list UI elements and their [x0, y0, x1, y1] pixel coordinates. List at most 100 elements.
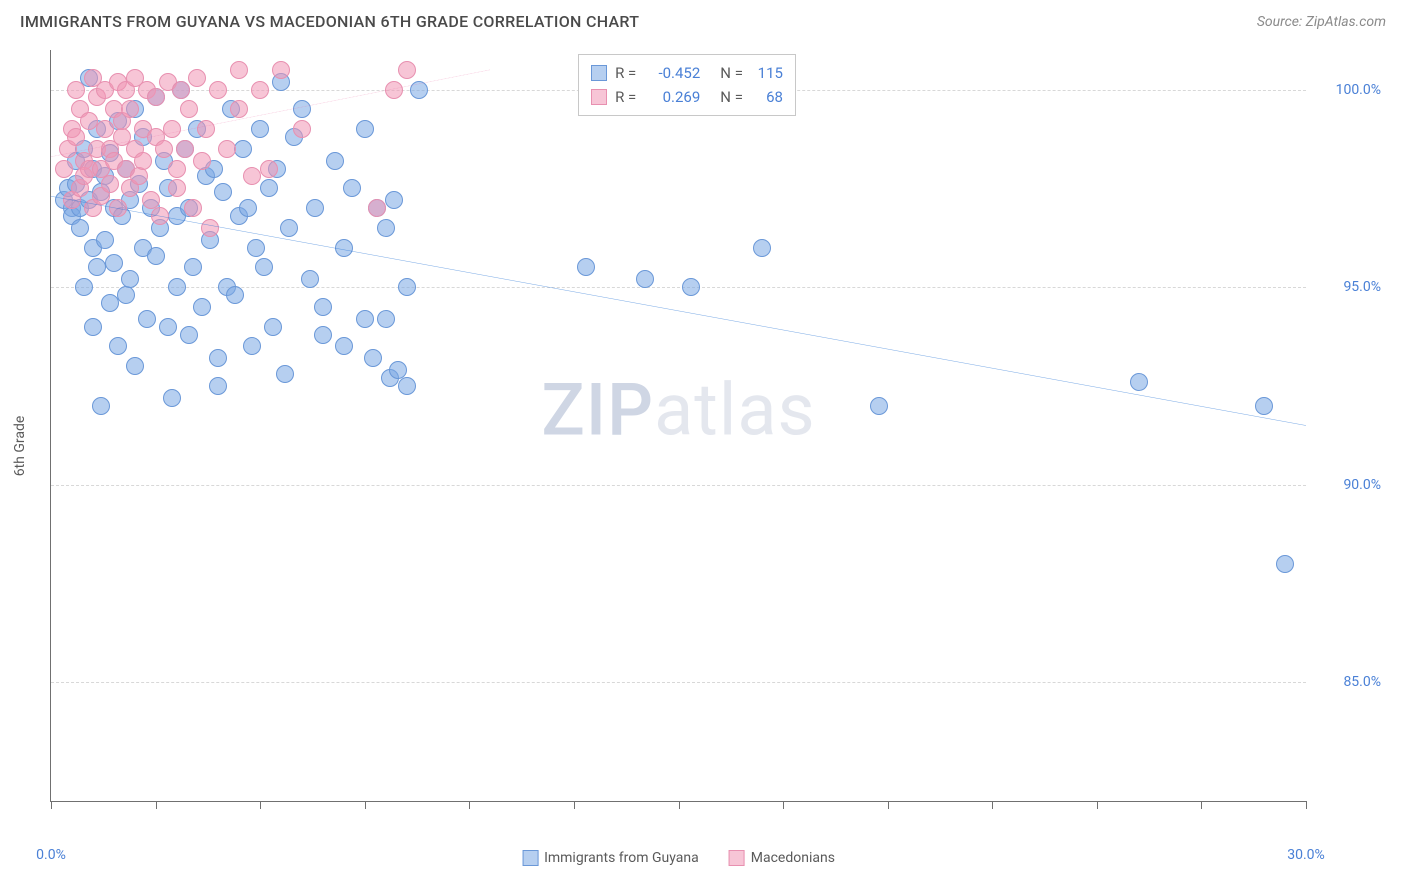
data-point [251, 81, 269, 99]
chart-header: IMMIGRANTS FROM GUYANA VS MACEDONIAN 6TH… [0, 0, 1406, 39]
data-point [151, 207, 169, 225]
chart-source: Source: ZipAtlas.com [1257, 14, 1386, 30]
data-point [197, 120, 215, 138]
x-tick [783, 801, 784, 809]
x-tick [679, 801, 680, 809]
data-point [172, 81, 190, 99]
data-point [577, 258, 595, 276]
data-point [193, 152, 211, 170]
data-point [870, 397, 888, 415]
x-tick [888, 801, 889, 809]
data-point [243, 167, 261, 185]
data-point [168, 278, 186, 296]
data-point [335, 337, 353, 355]
data-point [117, 286, 135, 304]
data-point [343, 179, 361, 197]
data-point [398, 377, 416, 395]
data-point [147, 88, 165, 106]
data-point [184, 199, 202, 217]
data-point [753, 239, 771, 257]
data-point [234, 140, 252, 158]
data-point [209, 81, 227, 99]
data-point [163, 120, 181, 138]
data-point [84, 318, 102, 336]
data-point [280, 219, 298, 237]
data-point [163, 389, 181, 407]
legend-label: Immigrants from Guyana [544, 850, 699, 866]
x-tick-label: 30.0% [1287, 847, 1325, 863]
stats-n-value: 115 [751, 61, 783, 85]
x-tick [992, 801, 993, 809]
stats-r-value: -0.452 [644, 61, 700, 85]
y-tick-label: 100.0% [1336, 82, 1381, 98]
data-point [636, 270, 654, 288]
data-point [67, 128, 85, 146]
bottom-legend: Immigrants from Guyana Macedonians [522, 850, 835, 866]
x-tick-label: 0.0% [36, 847, 66, 863]
legend-swatch [591, 89, 607, 105]
data-point [230, 61, 248, 79]
stats-n-label: N = [720, 85, 743, 109]
data-point [109, 199, 127, 217]
data-point [255, 258, 273, 276]
data-point [243, 337, 261, 355]
data-point [180, 100, 198, 118]
data-point [121, 270, 139, 288]
data-point [184, 258, 202, 276]
stats-n-label: N = [720, 61, 743, 85]
stats-legend: R =-0.452N =115R =0.269N =68 [578, 54, 796, 116]
data-point [126, 357, 144, 375]
y-tick-label: 85.0% [1343, 674, 1381, 690]
x-tick [469, 801, 470, 809]
stats-row: R =-0.452N =115 [591, 61, 783, 85]
data-point [260, 160, 278, 178]
legend-label: Macedonians [751, 850, 835, 866]
data-point [67, 81, 85, 99]
stats-n-value: 68 [751, 85, 783, 109]
data-point [105, 254, 123, 272]
legend-item: Macedonians [729, 850, 835, 866]
data-point [230, 100, 248, 118]
data-point [121, 100, 139, 118]
data-point [101, 175, 119, 193]
watermark: ZIPatlas [541, 368, 815, 453]
data-point [71, 219, 89, 237]
data-point [260, 179, 278, 197]
data-point [356, 120, 374, 138]
data-point [1130, 373, 1148, 391]
data-point [226, 286, 244, 304]
data-point [314, 326, 332, 344]
data-point [96, 231, 114, 249]
x-tick [260, 801, 261, 809]
data-point [168, 160, 186, 178]
data-point [364, 349, 382, 367]
data-point [385, 81, 403, 99]
chart-title: IMMIGRANTS FROM GUYANA VS MACEDONIAN 6TH… [20, 12, 639, 31]
data-point [398, 278, 416, 296]
data-point [398, 61, 416, 79]
data-point [301, 270, 319, 288]
trend-overlay [51, 50, 1306, 801]
data-point [251, 120, 269, 138]
data-point [410, 81, 428, 99]
legend-swatch [522, 850, 538, 866]
data-point [55, 160, 73, 178]
chart-container: 6th Grade ZIPatlas 85.0%90.0%95.0%100.0%… [50, 50, 1386, 842]
data-point [356, 310, 374, 328]
data-point [264, 318, 282, 336]
data-point [96, 120, 114, 138]
x-tick [156, 801, 157, 809]
data-point [272, 61, 290, 79]
data-point [385, 191, 403, 209]
data-point [188, 69, 206, 87]
data-point [80, 112, 98, 130]
legend-swatch [591, 65, 607, 81]
data-point [293, 100, 311, 118]
data-point [214, 183, 232, 201]
data-point [1255, 397, 1273, 415]
data-point [75, 278, 93, 296]
data-point [109, 337, 127, 355]
data-point [368, 199, 386, 217]
x-tick [574, 801, 575, 809]
data-point [314, 298, 332, 316]
